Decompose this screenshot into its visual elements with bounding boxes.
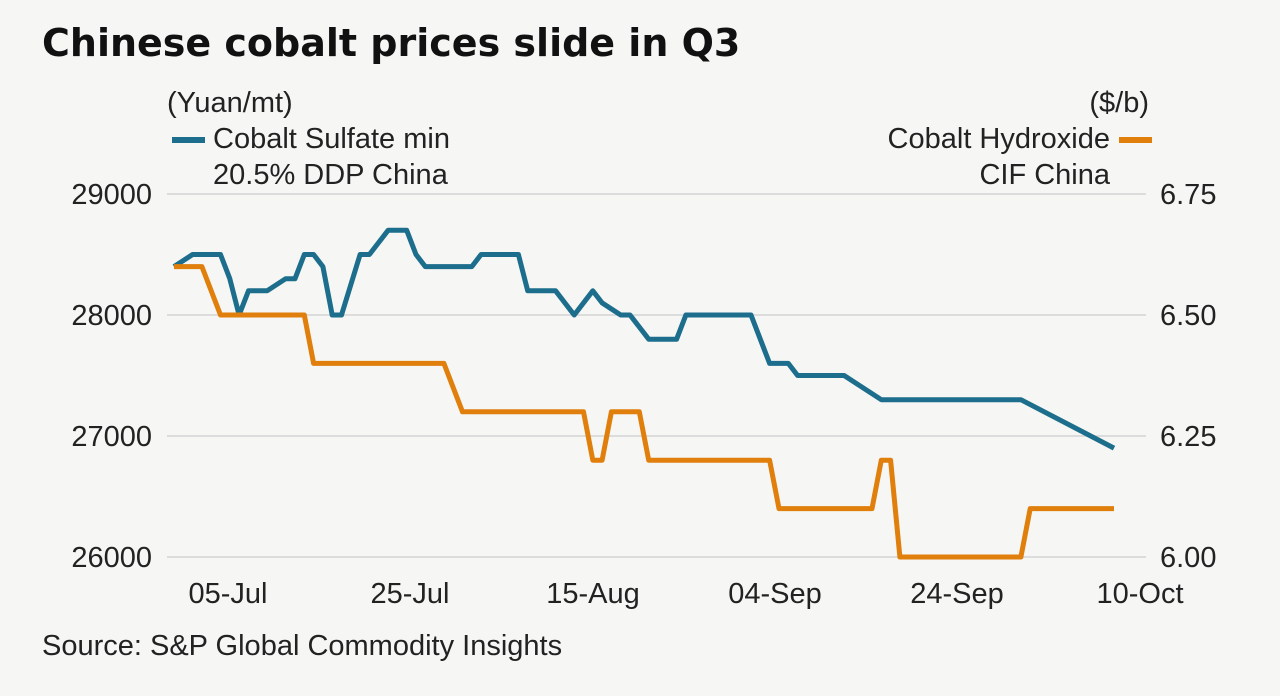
right-axis-ticks: 6.75 6.50 6.25 6.00 — [1160, 179, 1216, 574]
x-tick-label: 15-Aug — [546, 578, 640, 610]
right-tick-label: 6.25 — [1160, 421, 1216, 453]
x-tick-label: 04-Sep — [728, 578, 822, 610]
source-note: Source: S&P Global Commodity Insights — [42, 630, 562, 662]
right-tick-label: 6.75 — [1160, 179, 1216, 211]
series-line-cobalt-sulfate — [172, 227, 1116, 451]
x-tick-label: 25-Jul — [371, 578, 450, 610]
x-tick-label: 24-Sep — [910, 578, 1004, 610]
right-tick-label: 6.00 — [1160, 542, 1216, 574]
left-tick-label: 28000 — [71, 300, 152, 332]
x-tick-label: 10-Oct — [1096, 578, 1183, 610]
left-axis-ticks: 29000 28000 27000 26000 — [71, 179, 152, 574]
legend: Cobalt Sulfate min 20.5% DDP China Cobal… — [172, 123, 1152, 191]
series-layer — [172, 227, 1116, 560]
left-tick-label: 26000 — [71, 542, 152, 574]
legend-label-hydroxide-line1: Cobalt Hydroxide — [888, 123, 1110, 155]
chart-title: Chinese cobalt prices slide in Q3 — [42, 21, 740, 65]
gridlines — [167, 193, 1146, 558]
series-line-cobalt-hydroxide — [174, 264, 1114, 560]
legend-label-sulfate-line1: Cobalt Sulfate min — [213, 123, 450, 155]
left-tick-label: 27000 — [71, 421, 152, 453]
right-axis-unit: ($/b) — [1089, 87, 1149, 119]
legend-label-hydroxide-line2: CIF China — [979, 159, 1110, 191]
left-axis-unit: (Yuan/mt) — [167, 87, 293, 119]
right-tick-label: 6.50 — [1160, 300, 1216, 332]
x-axis-ticks: 05-Jul 25-Jul 15-Aug 04-Sep 24-Sep 10-Oct — [189, 578, 1184, 610]
legend-label-sulfate-line2: 20.5% DDP China — [213, 159, 449, 191]
left-tick-label: 29000 — [71, 179, 152, 211]
x-tick-label: 05-Jul — [189, 578, 268, 610]
